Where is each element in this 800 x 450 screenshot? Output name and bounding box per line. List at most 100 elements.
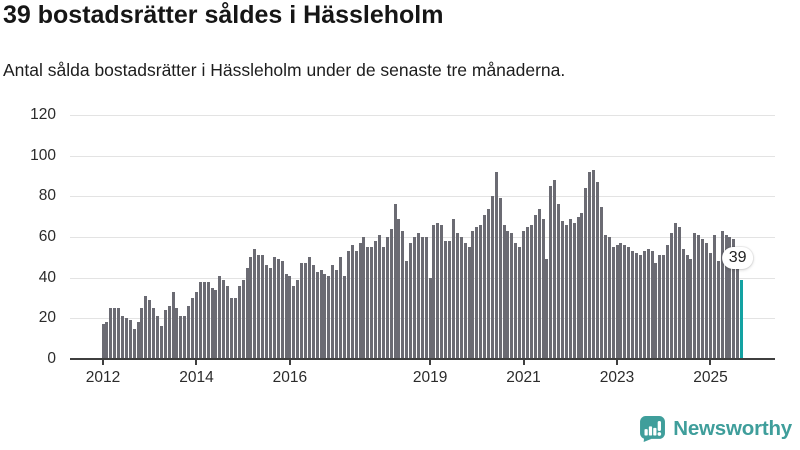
bar xyxy=(638,255,642,359)
bar xyxy=(420,237,424,359)
bar xyxy=(603,234,607,359)
bar xyxy=(487,208,490,359)
bar xyxy=(397,218,401,359)
bar xyxy=(261,255,265,359)
y-axis-tick-label: 120 xyxy=(30,106,56,123)
bar xyxy=(506,230,510,359)
bar xyxy=(467,247,471,359)
page-title: 39 bostadsrätter såldes i Hässleholm xyxy=(3,1,444,29)
bar xyxy=(615,245,619,359)
bar xyxy=(444,241,448,359)
bar xyxy=(113,308,117,359)
x-axis-line xyxy=(70,358,775,360)
bar xyxy=(670,232,674,359)
bar xyxy=(701,239,705,359)
bar xyxy=(272,257,276,359)
bar xyxy=(358,243,362,359)
bar xyxy=(490,196,494,359)
bar xyxy=(662,255,666,359)
bar xyxy=(693,232,697,359)
bar xyxy=(214,289,218,359)
bar xyxy=(463,243,467,359)
bar xyxy=(296,279,300,359)
bar xyxy=(475,226,479,359)
bar xyxy=(140,308,144,359)
bar xyxy=(533,214,537,359)
bar xyxy=(588,171,592,359)
bar xyxy=(303,263,307,359)
bar xyxy=(498,198,502,359)
bar xyxy=(514,243,518,359)
x-axis-tick-label: 2019 xyxy=(412,369,448,386)
bar xyxy=(448,241,452,359)
bar xyxy=(307,257,311,359)
bar xyxy=(335,269,339,359)
bar xyxy=(724,234,728,359)
bar xyxy=(377,234,381,359)
bar xyxy=(183,316,187,359)
value-annotation: 39 xyxy=(721,246,754,269)
bar xyxy=(311,265,315,359)
bar xyxy=(705,243,709,359)
bar xyxy=(194,291,198,359)
bar xyxy=(642,251,646,359)
bar xyxy=(619,243,623,359)
bar xyxy=(117,308,121,359)
bar xyxy=(666,245,670,359)
bar xyxy=(580,212,584,359)
bar xyxy=(124,318,128,359)
bar xyxy=(253,249,257,359)
bar xyxy=(708,253,712,359)
bar xyxy=(673,222,677,359)
bar xyxy=(553,180,557,359)
x-axis-tick-label: 2021 xyxy=(506,369,541,386)
bar xyxy=(732,239,736,359)
bar xyxy=(175,308,179,359)
bar xyxy=(198,281,202,359)
bar xyxy=(339,257,343,359)
bar xyxy=(549,186,553,359)
bar xyxy=(522,230,526,359)
bar xyxy=(677,226,681,359)
bar xyxy=(366,247,370,359)
bar xyxy=(471,230,475,359)
bar xyxy=(459,237,463,359)
bar xyxy=(179,316,183,359)
bar xyxy=(370,247,374,359)
bar xyxy=(354,251,358,359)
bar xyxy=(646,249,650,359)
x-axis-tick-label: 2016 xyxy=(272,369,308,386)
bar xyxy=(362,237,366,359)
x-axis-tick xyxy=(429,360,432,365)
bar xyxy=(241,279,245,359)
bar xyxy=(109,308,113,359)
x-axis-tick xyxy=(709,360,712,365)
bar xyxy=(518,247,522,359)
bar xyxy=(226,285,230,359)
bar xyxy=(132,328,136,359)
bar xyxy=(592,169,596,359)
bar xyxy=(409,243,413,359)
bar xyxy=(191,298,195,359)
bar xyxy=(128,320,132,359)
bar xyxy=(331,265,335,359)
x-axis-tick xyxy=(616,360,618,365)
bar xyxy=(654,263,658,359)
bar xyxy=(393,204,397,359)
bar xyxy=(401,230,405,359)
bar xyxy=(346,251,350,359)
bar xyxy=(557,204,561,359)
gridline xyxy=(70,196,775,198)
highlighted-bar xyxy=(740,279,744,359)
chart-subtitle: Antal sålda bostadsrätter i Hässleholm u… xyxy=(3,60,566,80)
bar xyxy=(716,261,720,359)
bar xyxy=(428,277,432,359)
bar xyxy=(689,259,693,359)
bar xyxy=(440,224,444,359)
bar xyxy=(171,291,175,359)
x-axis-tick-label: 2025 xyxy=(693,369,728,386)
x-axis-tick xyxy=(102,360,104,365)
bar xyxy=(300,263,304,359)
bar xyxy=(381,247,385,359)
bar xyxy=(455,232,459,359)
